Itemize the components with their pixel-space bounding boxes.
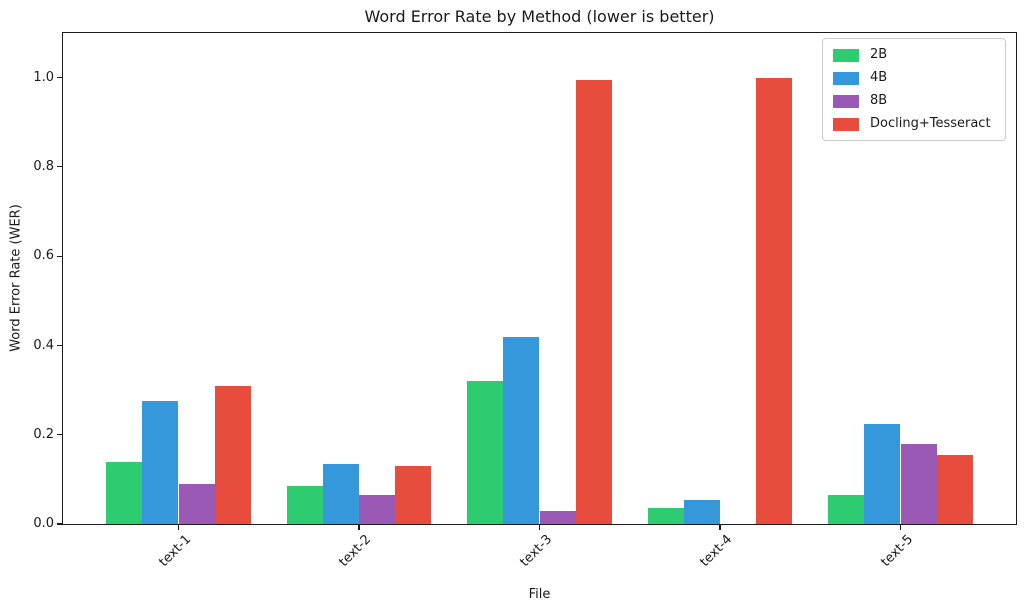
chart-title: Word Error Rate by Method (lower is bett… bbox=[364, 7, 715, 26]
x-tick-mark bbox=[358, 525, 360, 530]
legend-swatch-Docling+Tesseract bbox=[833, 117, 859, 131]
bar-text-5-2B bbox=[828, 495, 865, 524]
legend-label: 8B bbox=[870, 93, 888, 108]
bar-text-4-Docling+Tesseract bbox=[756, 77, 793, 524]
y-tick-mark bbox=[57, 77, 62, 79]
x-tick-label-text-2: text-2 bbox=[336, 532, 375, 570]
bar-text-5-4B bbox=[864, 423, 901, 524]
x-tick-mark bbox=[719, 525, 721, 530]
legend-item-2B: 2B bbox=[833, 47, 995, 63]
legend-label: 4B bbox=[870, 70, 888, 85]
y-tick-label: 0.6 bbox=[33, 248, 54, 264]
y-tick-mark bbox=[57, 344, 62, 347]
y-tick-mark bbox=[57, 523, 62, 525]
x-tick-mark bbox=[538, 525, 541, 530]
legend: 2B 4B 8B Docling+Tesseract bbox=[822, 38, 1006, 141]
legend-swatch-4B bbox=[833, 71, 859, 85]
legend-swatch-8B bbox=[833, 94, 859, 108]
x-tick-mark bbox=[177, 525, 180, 530]
y-tick-label: 0.8 bbox=[33, 159, 54, 175]
legend-swatch-2B bbox=[833, 48, 859, 62]
bar-text-1-4B bbox=[142, 401, 179, 524]
bar-text-1-2B bbox=[106, 461, 143, 524]
y-tick-label: 0.0 bbox=[33, 516, 54, 532]
x-tick-label-text-3: text-3 bbox=[517, 532, 556, 570]
bar-text-3-2B bbox=[467, 381, 504, 524]
y-axis-label: Word Error Rate (WER) bbox=[8, 204, 24, 352]
legend-label: Docling+Tesseract bbox=[870, 116, 991, 131]
bar-text-2-2B bbox=[286, 486, 323, 524]
legend-label: 2B bbox=[870, 47, 888, 62]
bar-text-4-2B bbox=[647, 508, 684, 524]
x-tick-label-text-1: text-1 bbox=[156, 532, 195, 570]
bar-text-1-Docling+Tesseract bbox=[214, 385, 251, 524]
bar-text-2-Docling+Tesseract bbox=[395, 466, 432, 524]
y-tick-mark bbox=[57, 434, 62, 436]
bar-text-3-4B bbox=[503, 336, 540, 524]
x-axis-label: File bbox=[528, 587, 551, 602]
bar-text-1-8B bbox=[178, 483, 215, 524]
plot-area: 0.0 0.2 0.4 0.6 0.8 1.0 text-1 text-2 text-3 tex… bbox=[33, 32, 1017, 570]
bar-text-5-8B bbox=[900, 443, 937, 524]
y-tick-label: 0.4 bbox=[33, 337, 54, 353]
bar-text-3-Docling+Tesseract bbox=[575, 79, 612, 524]
legend-item-Docling+Tesseract: Docling+Tesseract bbox=[833, 116, 995, 132]
x-tick-label-text-5: text-5 bbox=[878, 532, 917, 570]
legend-item-8B: 8B bbox=[833, 93, 995, 109]
y-tick-label: 1.0 bbox=[33, 69, 54, 85]
bar-text-2-4B bbox=[322, 463, 359, 524]
bar-text-3-8B bbox=[539, 510, 576, 524]
y-tick-mark bbox=[57, 255, 62, 257]
bar-text-2-8B bbox=[359, 495, 396, 524]
bar-text-4-4B bbox=[683, 499, 720, 524]
y-tick-label: 0.2 bbox=[33, 426, 54, 442]
y-tick-mark bbox=[57, 166, 62, 168]
legend-item-4B: 4B bbox=[833, 70, 995, 86]
x-tick-mark bbox=[899, 525, 902, 530]
bar-text-5-Docling+Tesseract bbox=[936, 454, 973, 524]
x-tick-label-text-4: text-4 bbox=[697, 532, 736, 570]
